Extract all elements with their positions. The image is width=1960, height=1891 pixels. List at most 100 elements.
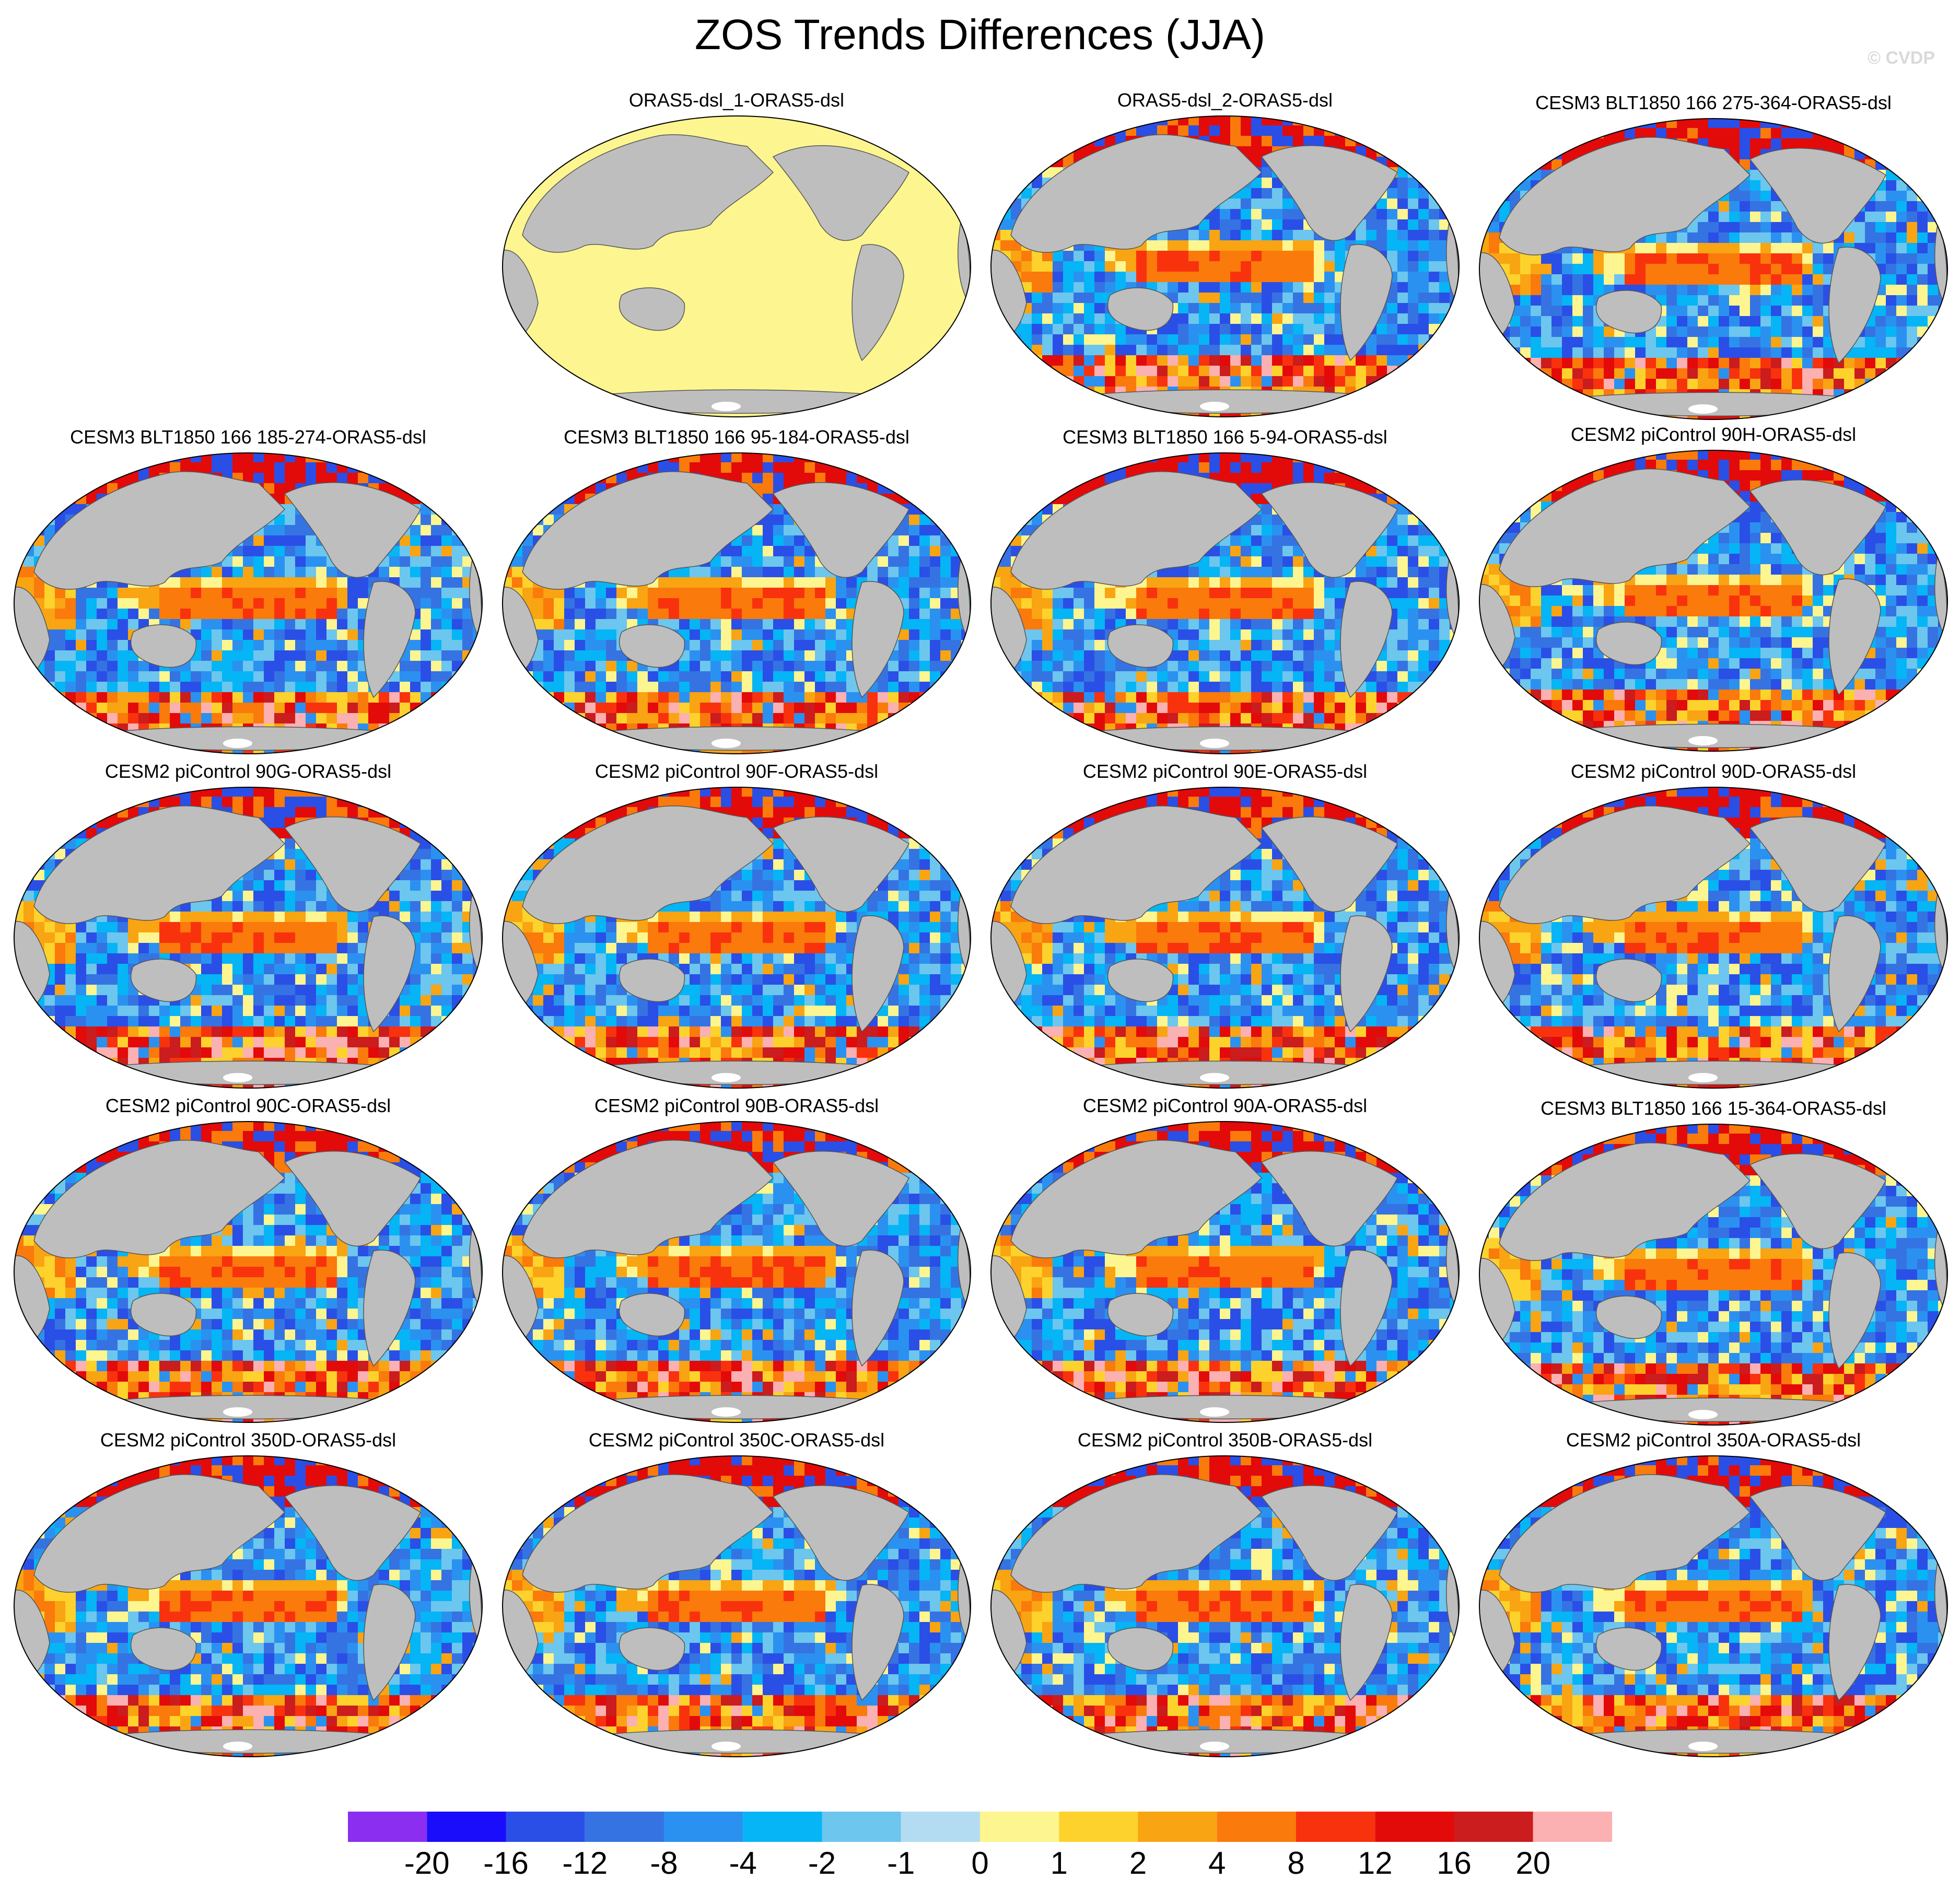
colorbar-tick-label: 1 [1020, 1845, 1098, 1882]
world-map [14, 452, 483, 754]
colorbar-swatch [1375, 1812, 1454, 1842]
panel-title: CESM2 piControl 90B-ORAS5-dsl [496, 1094, 977, 1117]
world-map [1479, 1124, 1948, 1426]
map-border [990, 452, 1460, 754]
ice-shelf-patch [711, 739, 741, 748]
land-mass [1749, 816, 1886, 913]
colorbar-swatch [822, 1812, 901, 1842]
land-mass [33, 805, 286, 924]
land-mass [130, 1293, 197, 1337]
land-mass [522, 471, 774, 590]
world-map [990, 1121, 1460, 1423]
land-mass [284, 1151, 421, 1247]
map-panel: CESM2 piControl 90C-ORAS5-dsl [8, 1094, 488, 1429]
land-mass [522, 1474, 774, 1593]
map-panel: CESM3 BLT1850 166 275-364-ORAS5-dsl [1473, 91, 1954, 426]
panel-title: CESM3 BLT1850 166 95-184-ORAS5-dsl [496, 426, 977, 449]
colorbar-swatch [1296, 1812, 1375, 1842]
land-mass [619, 287, 685, 331]
colorbar-tick-label: -4 [704, 1845, 782, 1882]
land-mass [619, 624, 685, 668]
ice-shelf-patch [711, 1742, 741, 1751]
panel-title: CESM2 piControl 90A-ORAS5-dsl [985, 1094, 1465, 1117]
land-mass [1749, 480, 1886, 576]
land-mass [1595, 290, 1662, 334]
world-map [502, 1455, 971, 1757]
land-mass [1010, 471, 1263, 590]
world-map [14, 1121, 483, 1423]
land-mass [1010, 805, 1263, 924]
map-panel: CESM2 piControl 90H-ORAS5-dsl [1473, 423, 1954, 757]
land-mass [130, 624, 197, 668]
land-mass [1749, 148, 1886, 244]
world-map [990, 452, 1460, 754]
land-mass [284, 482, 421, 578]
colorbar-swatch [585, 1812, 664, 1842]
colorbar-swatch [980, 1812, 1059, 1842]
land-mass [1261, 145, 1398, 241]
ice-shelf-patch [1688, 736, 1718, 745]
ice-shelf-patch [1688, 1410, 1718, 1419]
land-mass [363, 1584, 416, 1701]
land-mass [1828, 915, 1881, 1033]
panel-title: CESM2 piControl 90F-ORAS5-dsl [496, 760, 977, 783]
world-map [990, 1455, 1460, 1757]
ice-shelf-patch [223, 1407, 252, 1417]
map-panel: CESM2 piControl 350D-ORAS5-dsl [8, 1429, 488, 1763]
map-panel: CESM2 piControl 90F-ORAS5-dsl [496, 760, 977, 1094]
world-map [502, 452, 971, 754]
colorbar-tick-label: -8 [625, 1845, 703, 1882]
map-border [990, 115, 1460, 417]
land-mass [33, 1474, 286, 1593]
panel-title: CESM3 BLT1850 166 15-364-ORAS5-dsl [1473, 1097, 1954, 1120]
map-border [502, 1121, 971, 1423]
map-panel: ORAS5-dsl_2-ORAS5-dsl [985, 89, 1465, 423]
land-mass [1340, 244, 1393, 361]
land-mass [1499, 805, 1751, 924]
land-mass [363, 915, 416, 1033]
land-mass [522, 805, 774, 924]
land-mass [1340, 1584, 1393, 1701]
world-map [14, 1455, 483, 1757]
land-mass [1499, 136, 1751, 255]
map-panel: CESM2 piControl 90B-ORAS5-dsl [496, 1094, 977, 1429]
land-mass [1107, 1293, 1174, 1337]
land-mass [1499, 1474, 1751, 1593]
panel-title: ORAS5-dsl_1-ORAS5-dsl [496, 89, 977, 112]
colorbar-tick-label: 20 [1494, 1845, 1572, 1882]
map-border [1479, 450, 1948, 752]
land-mass [1261, 482, 1398, 578]
world-map [502, 1121, 971, 1423]
land-mass [1499, 1142, 1751, 1261]
colorbar-tick-label: -2 [783, 1845, 861, 1882]
land-mass [284, 816, 421, 913]
land-mass [851, 581, 904, 698]
land-mass [1749, 1153, 1886, 1250]
land-mass [33, 471, 286, 590]
panel-title: CESM2 piControl 90G-ORAS5-dsl [8, 760, 488, 783]
land-mass [1340, 1250, 1393, 1367]
world-map [990, 115, 1460, 417]
land-mass [851, 1584, 904, 1701]
map-border [1479, 787, 1948, 1089]
map-panel: CESM3 BLT1850 166 185-274-ORAS5-dsl [8, 426, 488, 760]
map-panel: CESM2 piControl 90E-ORAS5-dsl [985, 760, 1465, 1094]
ice-shelf-patch [711, 1073, 741, 1082]
world-map [990, 787, 1460, 1089]
map-border [14, 1455, 483, 1757]
land-mass [1595, 959, 1662, 1002]
land-mass [1107, 287, 1174, 331]
colorbar-swatch [743, 1812, 822, 1842]
ice-shelf-patch [1200, 1407, 1229, 1417]
land-mass [851, 915, 904, 1033]
map-panel: CESM2 piControl 350C-ORAS5-dsl [496, 1429, 977, 1763]
land-mass [1828, 1252, 1881, 1370]
map-border [1479, 118, 1948, 420]
colorbar-tick-label: 16 [1415, 1845, 1494, 1882]
map-border [14, 787, 483, 1089]
world-map [502, 787, 971, 1089]
panel-title: CESM2 piControl 90E-ORAS5-dsl [985, 760, 1465, 783]
colorbar-tick-label: -12 [546, 1845, 624, 1882]
land-mass [1749, 1485, 1886, 1581]
panel-title: CESM2 piControl 350A-ORAS5-dsl [1473, 1429, 1954, 1452]
